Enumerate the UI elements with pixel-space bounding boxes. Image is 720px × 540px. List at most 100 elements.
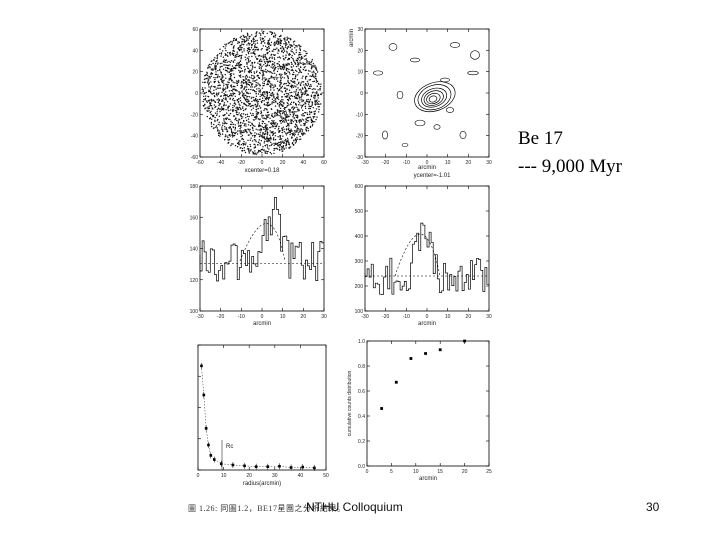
star-point bbox=[241, 117, 243, 120]
star-point bbox=[252, 127, 254, 130]
star-point bbox=[251, 45, 253, 47]
star-point bbox=[279, 114, 282, 116]
star-point bbox=[226, 117, 228, 119]
star-point bbox=[253, 116, 256, 118]
star-point bbox=[209, 76, 211, 78]
star-point bbox=[295, 121, 298, 123]
star-point bbox=[219, 62, 221, 65]
star-point bbox=[210, 75, 212, 77]
star-point bbox=[302, 62, 304, 64]
star-point bbox=[266, 83, 268, 86]
star-point bbox=[307, 127, 309, 130]
star-point bbox=[225, 109, 227, 111]
star-point bbox=[311, 101, 313, 103]
star-point bbox=[274, 85, 277, 87]
star-point bbox=[259, 72, 261, 74]
star-point bbox=[264, 36, 266, 38]
star-point bbox=[315, 67, 317, 69]
star-point bbox=[228, 81, 230, 84]
star-point bbox=[228, 114, 230, 117]
star-point bbox=[293, 43, 295, 45]
star-point bbox=[246, 44, 248, 46]
star-point bbox=[281, 96, 283, 98]
star-point bbox=[305, 78, 307, 80]
footer-center: NTHU Colloquium bbox=[306, 500, 403, 514]
star-point bbox=[252, 80, 254, 82]
star-point bbox=[308, 101, 310, 104]
star-point bbox=[209, 73, 212, 75]
star-point bbox=[221, 91, 223, 94]
star-point bbox=[287, 62, 289, 65]
star-point bbox=[231, 68, 233, 70]
star-point bbox=[288, 142, 290, 144]
star-point bbox=[250, 69, 252, 71]
star-point bbox=[295, 141, 297, 143]
star-point bbox=[292, 106, 294, 108]
x-tick-label: 15 bbox=[437, 469, 443, 475]
star-point bbox=[255, 133, 258, 135]
star-point bbox=[313, 111, 315, 113]
star-point bbox=[320, 103, 322, 105]
star-point bbox=[295, 86, 297, 88]
star-point bbox=[266, 143, 268, 146]
star-point bbox=[252, 114, 254, 117]
star-point bbox=[248, 69, 251, 71]
star-point bbox=[245, 94, 247, 97]
star-point bbox=[250, 97, 252, 100]
star-point bbox=[285, 140, 288, 143]
star-point bbox=[230, 84, 232, 86]
contour-blob bbox=[470, 50, 480, 60]
star-point bbox=[256, 84, 258, 86]
star-point bbox=[240, 144, 242, 146]
star-point bbox=[257, 62, 259, 64]
star-point bbox=[259, 91, 262, 93]
star-point bbox=[243, 124, 245, 127]
star-point bbox=[240, 49, 243, 51]
star-point bbox=[244, 82, 246, 84]
star-point bbox=[255, 85, 257, 88]
star-point bbox=[212, 69, 214, 71]
star-point bbox=[229, 135, 231, 137]
x-tick-label: -30 bbox=[361, 160, 368, 166]
star-point bbox=[300, 104, 302, 107]
star-point bbox=[243, 36, 245, 39]
star-point bbox=[228, 64, 230, 67]
star-point bbox=[266, 93, 268, 95]
star-point bbox=[262, 37, 264, 40]
star-point bbox=[236, 80, 238, 83]
star-point bbox=[312, 91, 314, 93]
y-tick-label: 0.6 bbox=[358, 389, 365, 395]
star-point bbox=[210, 123, 213, 125]
star-point bbox=[277, 145, 279, 147]
star-point bbox=[267, 114, 269, 116]
star-point bbox=[279, 57, 282, 59]
star-point bbox=[267, 150, 269, 153]
star-point bbox=[228, 79, 230, 81]
star-point bbox=[259, 150, 261, 152]
star-point bbox=[279, 143, 281, 146]
star-point bbox=[234, 124, 236, 126]
star-point bbox=[261, 74, 264, 76]
star-point bbox=[260, 34, 262, 36]
star-point bbox=[285, 95, 288, 97]
star-point bbox=[284, 71, 286, 74]
x-tick-label: 10 bbox=[445, 314, 451, 320]
star-point bbox=[237, 120, 239, 122]
star-point bbox=[205, 95, 207, 97]
star-point bbox=[263, 136, 266, 138]
star-point bbox=[222, 105, 225, 107]
rc-label: Rc bbox=[226, 444, 233, 450]
star-point bbox=[301, 92, 303, 94]
star-point bbox=[248, 37, 250, 39]
x-tick-label: 0 bbox=[426, 160, 429, 166]
star-point bbox=[281, 91, 283, 93]
star-point bbox=[303, 67, 305, 69]
star-point bbox=[315, 118, 317, 121]
star-point bbox=[209, 88, 212, 90]
star-point bbox=[253, 139, 256, 141]
star-point bbox=[277, 38, 279, 40]
star-point bbox=[208, 107, 211, 110]
star-point bbox=[282, 110, 284, 112]
star-point bbox=[299, 62, 301, 64]
x-tick-label: -10 bbox=[403, 160, 410, 166]
